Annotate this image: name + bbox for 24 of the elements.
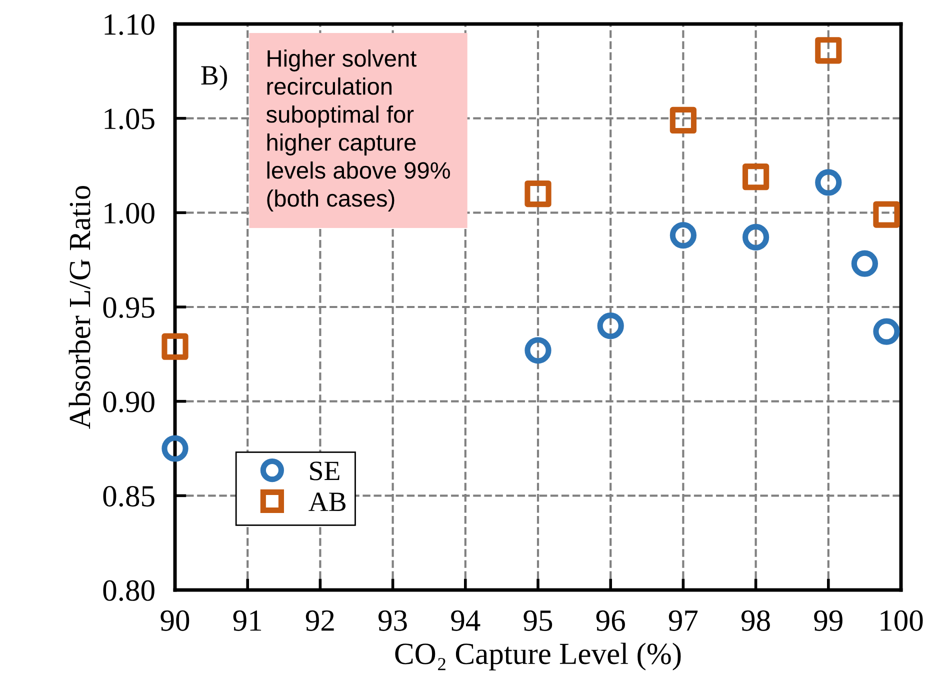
x-tick-label: 95 xyxy=(524,610,552,631)
y-tick-label: 0.85 xyxy=(103,486,154,507)
annotation: B) xyxy=(201,65,227,90)
annotation: Higher solvent recirculation suboptimal for higher capture levels above 99% (both cases) xyxy=(266,49,450,212)
y-tick-label: 0.90 xyxy=(103,392,154,412)
x-tick-label: 99 xyxy=(814,610,842,631)
y-tick-label: 0.80 xyxy=(103,580,154,602)
x-tick-label: 91 xyxy=(233,610,262,631)
y-axis-title: Absorber L/G Ratio xyxy=(68,186,90,429)
legend-label: AB xyxy=(308,492,346,512)
x-tick-label: 100 xyxy=(880,610,923,631)
y-tick-label: 1.05 xyxy=(104,108,154,130)
x-tick-label: 90 xyxy=(160,610,190,631)
y-tick-label: 0.95 xyxy=(103,297,154,318)
x-tick-label: 96 xyxy=(596,610,625,631)
y-tick-label: 1.10 xyxy=(104,14,154,36)
legend-label: SE xyxy=(310,462,340,480)
x-tick-label: 98 xyxy=(742,610,770,631)
y-tick-label: 1.00 xyxy=(104,202,154,224)
x-tick-label: 93 xyxy=(378,610,407,631)
x-tick-label: 92 xyxy=(306,610,334,631)
x-tick-label: 97 xyxy=(668,610,698,631)
x-axis-title: CO₂ Capture Level (%) xyxy=(395,642,681,670)
x-tick-label: 94 xyxy=(451,610,480,631)
